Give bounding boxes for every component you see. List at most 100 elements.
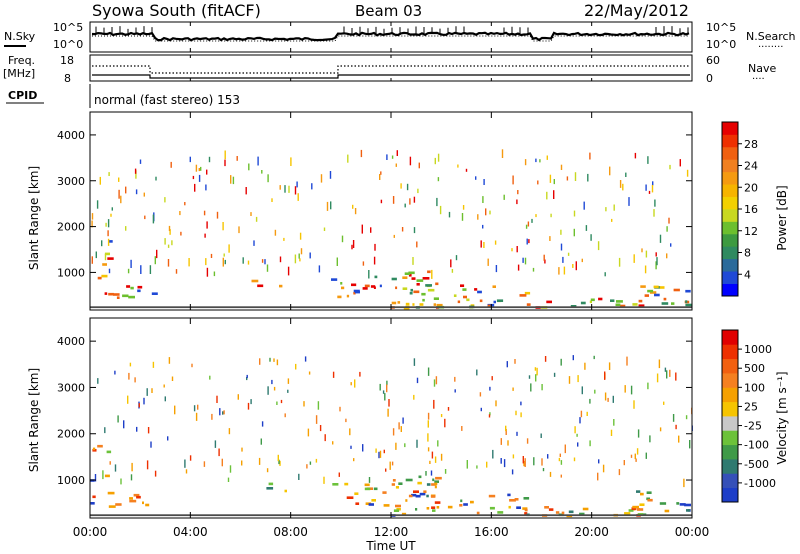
echo-cell xyxy=(560,164,563,170)
echo-cell xyxy=(417,188,419,194)
echo-cell xyxy=(495,400,497,407)
echo-cell xyxy=(483,179,485,185)
echo-cell xyxy=(136,495,141,499)
echo-cell xyxy=(127,395,129,404)
echo-cell xyxy=(108,292,114,296)
echo-cell xyxy=(439,205,442,215)
echo-cell xyxy=(423,490,427,493)
echo-cell xyxy=(223,410,225,415)
colorbar-swatch xyxy=(722,416,738,431)
echo-cell xyxy=(641,248,643,253)
echo-cell xyxy=(479,299,483,303)
echo-cell xyxy=(440,453,443,461)
noise-search-dots xyxy=(92,35,689,42)
echo-cell xyxy=(658,359,661,369)
echo-cell xyxy=(526,238,528,245)
echo-cell xyxy=(139,159,142,164)
echo-cell xyxy=(455,255,458,261)
echo-cell xyxy=(580,410,583,418)
echo-cell xyxy=(646,497,650,501)
colorbar-swatch xyxy=(722,401,738,417)
echo-cell xyxy=(338,472,340,477)
echo-cell xyxy=(218,448,220,457)
echo-cell xyxy=(522,257,524,263)
noise-spikes xyxy=(95,26,689,34)
echo-cell xyxy=(503,459,506,468)
echo-cell xyxy=(429,460,431,464)
echo-cell xyxy=(507,493,511,497)
freq-tick-top: 18 xyxy=(60,54,74,67)
echo-cell xyxy=(487,258,489,266)
echo-cell xyxy=(209,375,211,380)
echo-cell xyxy=(501,149,504,158)
echo-cell xyxy=(637,429,640,438)
echo-cell xyxy=(179,211,181,216)
echo-cell xyxy=(269,357,271,362)
echo-cell xyxy=(152,361,155,368)
colorbar-tick-label: 1000 xyxy=(744,343,772,356)
echo-cell xyxy=(675,372,677,381)
echo-cell xyxy=(616,300,623,303)
echo-cell xyxy=(612,395,614,403)
echo-cell xyxy=(495,265,498,273)
echo-cell xyxy=(352,204,354,209)
echo-cell xyxy=(241,460,243,466)
echo-cell xyxy=(107,219,110,228)
echo-cell xyxy=(395,442,397,450)
echo-cell xyxy=(527,221,530,227)
echo-cell xyxy=(339,406,341,412)
echo-cell xyxy=(336,257,338,266)
echo-cell xyxy=(413,490,419,493)
echo-cell xyxy=(435,376,438,385)
echo-cell xyxy=(433,399,435,409)
echo-cell xyxy=(607,397,609,402)
echo-cell xyxy=(298,473,300,480)
echo-cell xyxy=(628,197,630,206)
echo-cell xyxy=(561,511,565,515)
echo-cell xyxy=(537,180,539,185)
echo-cell xyxy=(391,277,397,281)
echo-cell xyxy=(644,294,649,297)
echo-cell xyxy=(436,197,438,207)
echo-cell xyxy=(267,386,269,395)
echo-cell xyxy=(524,458,526,467)
echo-cell xyxy=(267,174,269,183)
echo-cell xyxy=(488,494,496,498)
echo-cell xyxy=(555,511,560,514)
echo-cell xyxy=(539,159,541,163)
echo-cell xyxy=(654,293,660,297)
nave-tick-top: 60 xyxy=(706,54,720,67)
echo-cell xyxy=(415,508,418,511)
echo-cell xyxy=(416,377,419,384)
echo-cell xyxy=(512,175,514,185)
echo-cell xyxy=(437,153,440,162)
colorbar-swatch xyxy=(722,473,738,489)
echo-cell xyxy=(663,297,667,301)
x-tick-label: 16:00 xyxy=(474,525,509,539)
echo-cell xyxy=(427,412,430,420)
echo-cell xyxy=(644,265,647,274)
echo-cell xyxy=(213,271,216,277)
echo-cell xyxy=(324,434,326,442)
echo-cell xyxy=(266,264,269,272)
echo-cell xyxy=(134,168,137,174)
echo-cell xyxy=(164,396,166,402)
echo-cell xyxy=(675,424,677,430)
echo-cell xyxy=(626,356,628,366)
echo-cell xyxy=(430,470,433,476)
echo-cell xyxy=(590,298,595,302)
echo-cell xyxy=(450,259,452,268)
echo-cell xyxy=(416,283,420,286)
echo-cell xyxy=(392,196,395,204)
echo-cell xyxy=(143,397,145,405)
echo-cell xyxy=(474,288,478,291)
echo-cell xyxy=(679,159,681,167)
echo-cell xyxy=(227,477,230,482)
echo-cell xyxy=(544,506,549,509)
echo-cell xyxy=(230,175,232,184)
echo-cell xyxy=(580,301,586,305)
echo-cell xyxy=(602,464,605,473)
echo-cell xyxy=(491,376,493,381)
echo-cell xyxy=(486,461,488,468)
freq-panel-frame xyxy=(89,54,693,82)
